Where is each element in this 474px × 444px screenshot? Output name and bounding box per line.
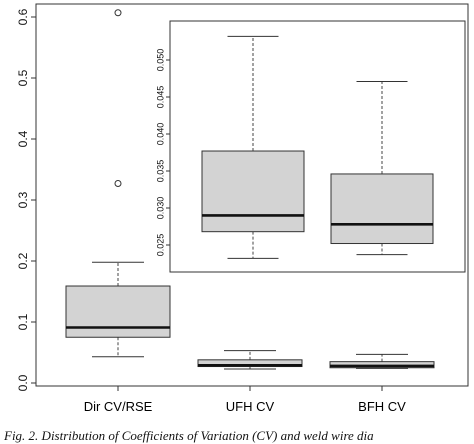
inset-boxplot: 0.025 0.030 0.035 0.040 0.045 0.050 (155, 20, 466, 273)
inset-y-tick-label: 0.050 (155, 49, 165, 72)
y-tick-label: 0.3 (16, 191, 30, 208)
main-box-1-outlier (114, 9, 122, 17)
main-box-1-box (65, 285, 171, 338)
x-category-label: BFH CV (358, 399, 406, 414)
inset-y-tick-label: 0.040 (155, 123, 165, 146)
inset-box-2-box (330, 173, 434, 245)
inset-y-tick-label: 0.045 (155, 86, 165, 109)
inset-y-tick-label: 0.030 (155, 197, 165, 220)
y-tick-label: 0.5 (16, 69, 30, 86)
x-category-label: Dir CV/RSE (84, 399, 153, 414)
y-tick-label: 0.2 (16, 252, 30, 269)
figure-caption: Fig. 2. Distribution of Coefficients of … (3, 428, 374, 443)
y-tick-label: 0.6 (16, 8, 30, 25)
inset-y-tick-label: 0.025 (155, 234, 165, 257)
inset-y-tick-label: 0.035 (155, 160, 165, 183)
y-tick-label: 0.1 (16, 313, 30, 330)
inset-box-1-box (201, 150, 305, 233)
x-category-label: UFH CV (226, 399, 275, 414)
main-box-1-outlier (114, 180, 122, 188)
main-plot-frame (35, 3, 469, 387)
y-tick-label: 0.4 (16, 130, 30, 147)
y-tick-label: 0.0 (16, 374, 30, 391)
main-boxplot: 0.0 0.1 0.2 0.3 0.4 0.5 0.6 Dir CV/RSE UFH CV BFH… (16, 3, 469, 414)
